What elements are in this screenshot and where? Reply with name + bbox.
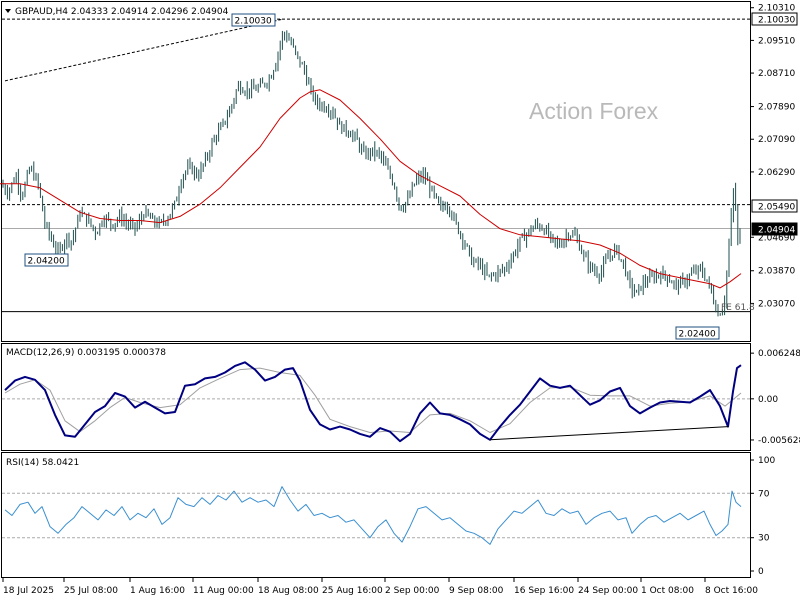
x-tick-label: 2 Sep 00:00: [385, 586, 440, 596]
axis-tag-level1-text: 2.05490: [758, 203, 795, 213]
trendline-high: [4, 18, 284, 82]
price-tick-label: 2.08710: [758, 69, 795, 79]
rsi-label: RSI(14) 58.0421: [6, 458, 79, 468]
axis-tag-current: [751, 222, 798, 236]
price-tick-label: 2.07090: [758, 135, 795, 145]
axis-tag-level1: [751, 199, 798, 213]
symbol-dropdown-icon[interactable]: [5, 9, 11, 13]
rsi-layer: [2, 486, 750, 545]
price-tick-label: 2.07890: [758, 103, 795, 113]
left-low-tag: 2.04200: [28, 257, 65, 267]
price-tick-label: 2.03870: [758, 267, 795, 277]
x-tick-label: 9 Sep 08:00: [449, 586, 504, 596]
macd-trendline: [489, 426, 729, 441]
price-tick-label: 2.06290: [758, 168, 795, 178]
axis-tag-current-text: 2.04904: [758, 226, 795, 236]
high-tag: 2.10030: [235, 17, 272, 27]
watermark: Action Forex: [529, 98, 659, 124]
fib-label: FE 61.8: [721, 303, 755, 313]
macd-tick-label: 0.00: [758, 395, 778, 405]
x-tick-label: 11 Aug 00:00: [193, 586, 254, 596]
x-tick-label: 18 Aug 08:00: [258, 586, 319, 596]
axis-layer: 2.10310 2.09510 2.08710 2.07890 2.07090 2.062…: [2, 4, 800, 596]
x-tick-label: 24 Sep 00:00: [578, 586, 638, 596]
axis-tag-high-text: 2.10030: [758, 16, 795, 26]
macd-tick-label: -0.005628: [758, 436, 800, 446]
price-tick-label: 2.09510: [758, 36, 795, 46]
axis-tag-high: [751, 12, 798, 26]
x-tick-label: 16 Sep 16:00: [514, 586, 574, 596]
high-tag-box: [231, 13, 276, 27]
price-tick-label: 2.03070: [758, 299, 795, 309]
price-panel: [1, 1, 751, 342]
rsi-tick-label: 30: [758, 534, 770, 544]
macd-tick-label: 0.006248: [758, 349, 800, 359]
rsi-tick-label: 0: [758, 567, 764, 577]
macd-layer: [2, 361, 750, 443]
x-tick-label: 8 Oct 16:00: [705, 586, 758, 596]
macd-line: [4, 361, 742, 443]
price-layer: [0, 18, 750, 317]
x-tick-label: 18 Jul 2025: [3, 586, 54, 596]
rsi-line: [4, 486, 742, 545]
x-tick-label: 25 Jul 08:00: [64, 586, 118, 596]
x-tick-label: 25 Aug 16:00: [322, 586, 383, 596]
rsi-panel: [1, 452, 751, 578]
low-tag: 2.02400: [679, 330, 716, 340]
macd-label: MACD(12,26,9) 0.003195 0.000378: [6, 348, 166, 358]
rsi-tick-label: 70: [758, 489, 770, 499]
price-tick-label: 2.10310: [758, 4, 795, 14]
left-low-tag-box: [24, 253, 69, 267]
x-tick-label: 1 Oct 08:00: [641, 586, 694, 596]
macd-signal-line: [4, 367, 742, 433]
price-tick-label: 2.04690: [758, 233, 795, 243]
moving-average-line: [0, 89, 742, 289]
low-tag-box: [675, 326, 720, 340]
macd-panel: [1, 343, 751, 451]
rsi-tick-label: 100: [758, 456, 775, 466]
x-tick-label: 1 Aug 16:00: [130, 586, 185, 596]
symbol-label: GBPAUD,H4 2.04333 2.04914 2.04296 2.0490…: [15, 7, 229, 17]
